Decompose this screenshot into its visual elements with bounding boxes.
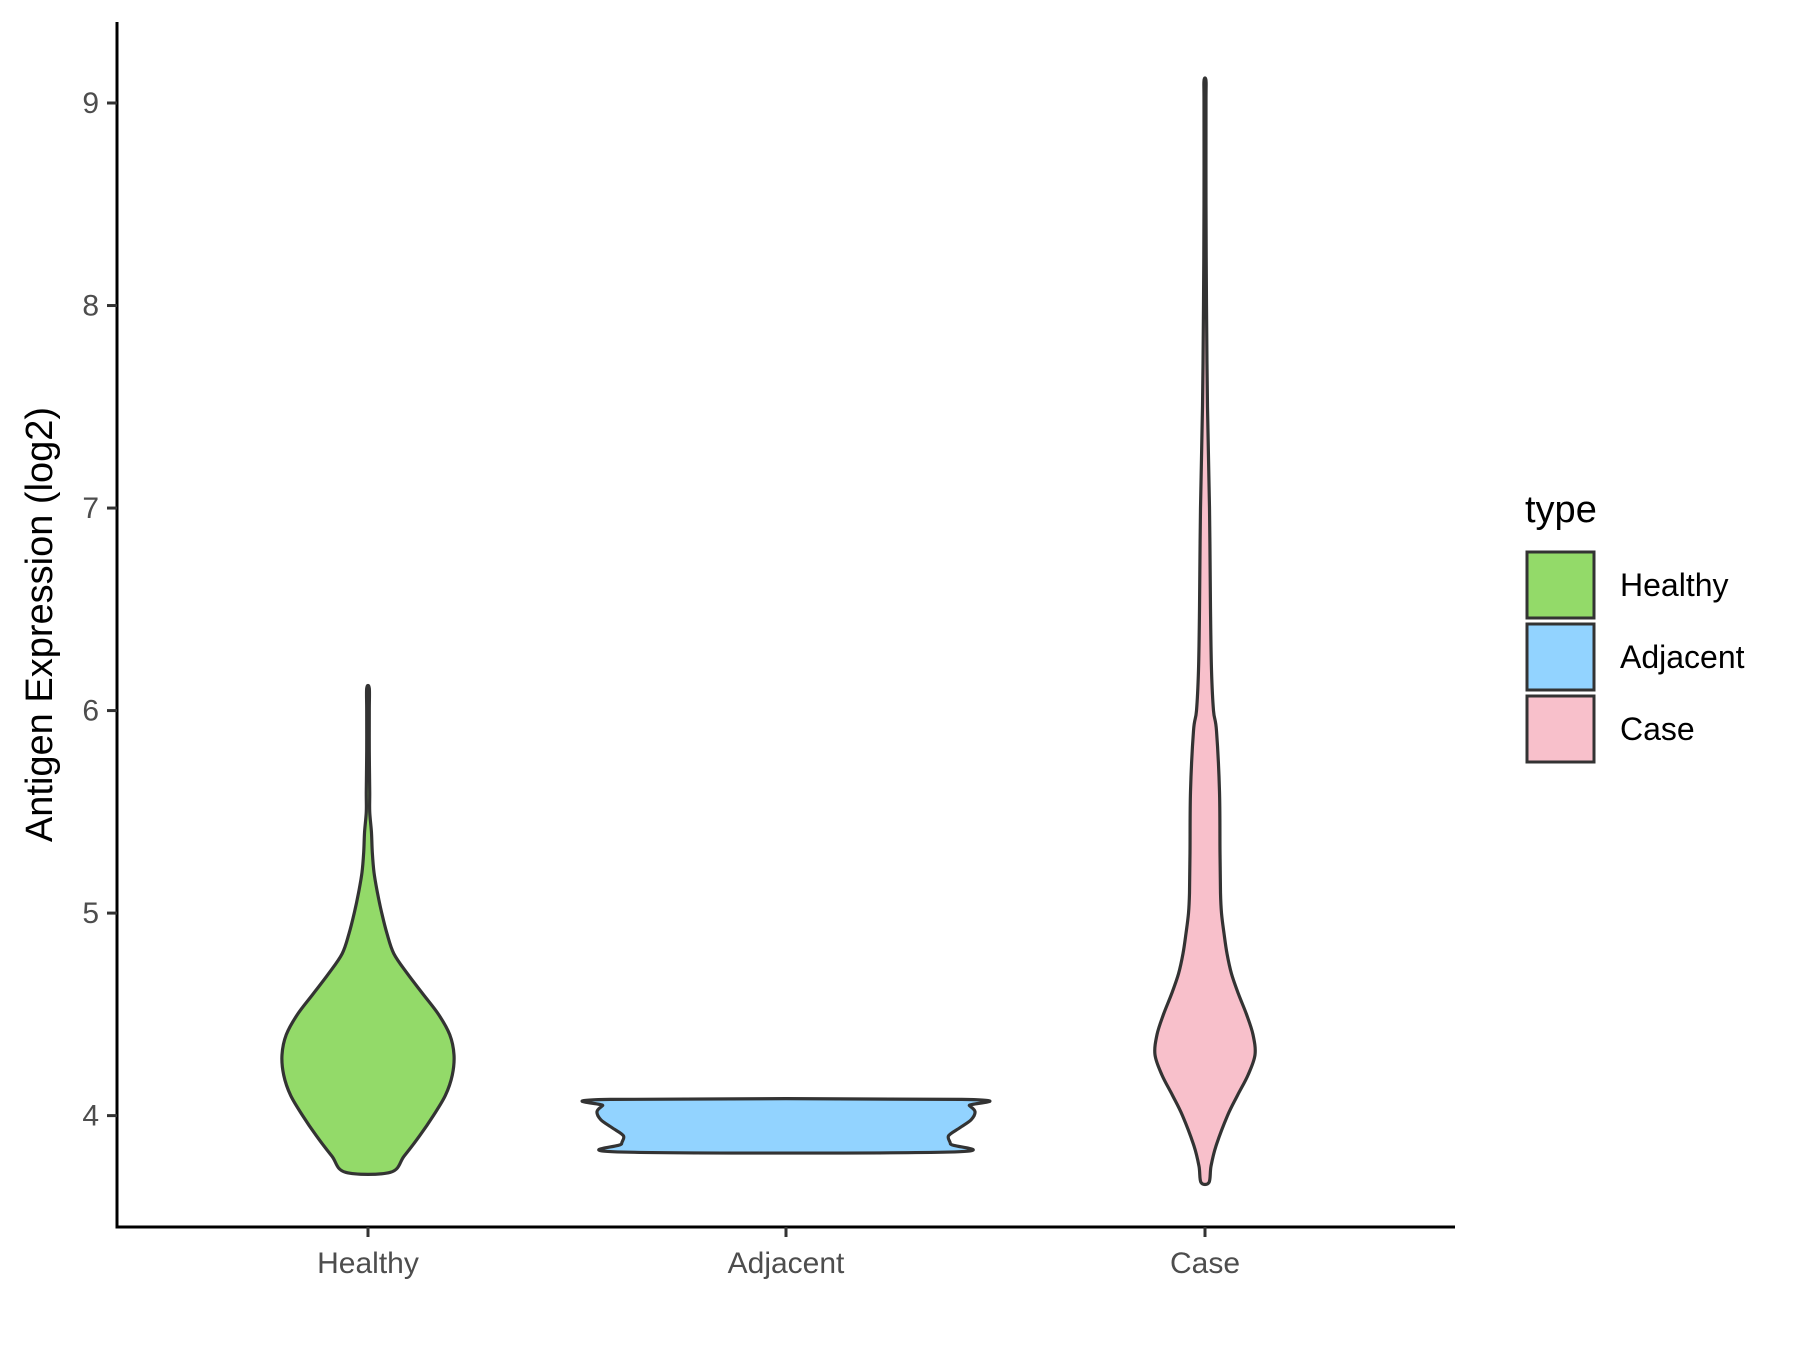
x-tick-label-case: Case	[1170, 1247, 1240, 1280]
y-tick-label: 8	[82, 290, 99, 323]
violin-case	[1153, 76, 1257, 1187]
y-axis-title: Antigen Expression (log2)	[19, 407, 61, 842]
legend: type Healthy Adjacent Case	[1525, 489, 1745, 764]
x-tick-label-healthy: Healthy	[317, 1247, 419, 1280]
y-tick-label: 5	[82, 897, 99, 930]
y-tick-label: 7	[82, 492, 99, 525]
legend-entries: Healthy Adjacent Case	[1525, 550, 1745, 764]
legend-title: type	[1525, 489, 1597, 531]
axes-group: 4 5 6 7 8 9 Healthy Adjacent Case Antigen Expre…	[19, 22, 1455, 1280]
y-tick-label: 6	[82, 695, 99, 728]
legend-label-healthy: Healthy	[1620, 567, 1729, 603]
violin-healthy	[280, 683, 456, 1176]
x-ticks: Healthy Adjacent Case	[317, 1227, 1240, 1280]
legend-key-case	[1525, 694, 1596, 764]
legend-label-adjacent: Adjacent	[1620, 639, 1745, 675]
y-ticks: 4 5 6 7 8 9	[82, 87, 117, 1133]
legend-key-adjacent	[1525, 622, 1596, 692]
legend-label-case: Case	[1620, 711, 1695, 747]
violins-group	[280, 76, 1257, 1187]
violin-adjacent	[580, 1097, 992, 1155]
x-tick-label-adjacent: Adjacent	[728, 1247, 845, 1280]
y-tick-label: 9	[82, 87, 99, 120]
legend-key-healthy	[1525, 550, 1596, 620]
y-tick-label: 4	[82, 1100, 99, 1133]
